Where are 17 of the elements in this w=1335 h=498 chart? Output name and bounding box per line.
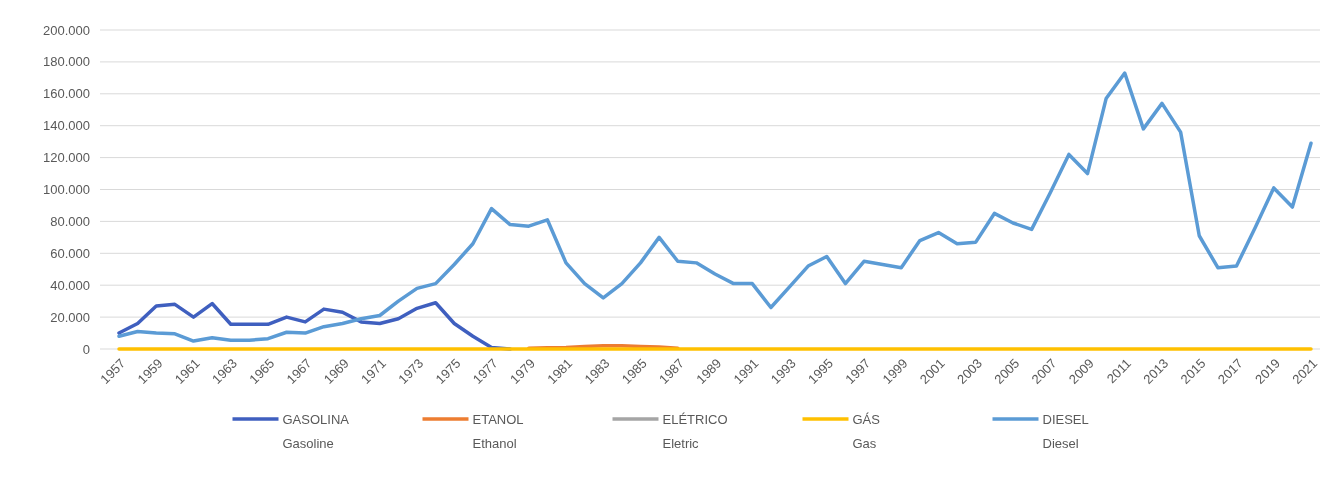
legend-label: ELÉTRICO Eletric <box>662 411 728 451</box>
y-tick-label: 60.000 <box>50 245 90 261</box>
y-tick-label: 180.000 <box>43 54 90 70</box>
y-tick-label: 160.000 <box>43 86 90 102</box>
y-tick-label: 80.000 <box>50 213 90 229</box>
legend-label: DIESEL Diesel <box>1042 411 1089 451</box>
y-tick-label: 100.000 <box>43 182 90 198</box>
line-series <box>117 71 1313 343</box>
y-tick-label: 200.000 <box>43 22 90 38</box>
legend-label: ETANOL Ethanol <box>472 411 524 451</box>
y-tick-label: 120.000 <box>43 150 90 166</box>
y-tick-label: 0 <box>82 341 90 357</box>
legend-label: GASOLINA Gasoline <box>282 411 350 451</box>
legend-label: GÁS Gas <box>852 411 881 451</box>
y-tick-label: 20.000 <box>50 309 90 325</box>
y-tick-label: 40.000 <box>50 277 90 293</box>
y-tick-label: 140.000 <box>43 118 90 134</box>
